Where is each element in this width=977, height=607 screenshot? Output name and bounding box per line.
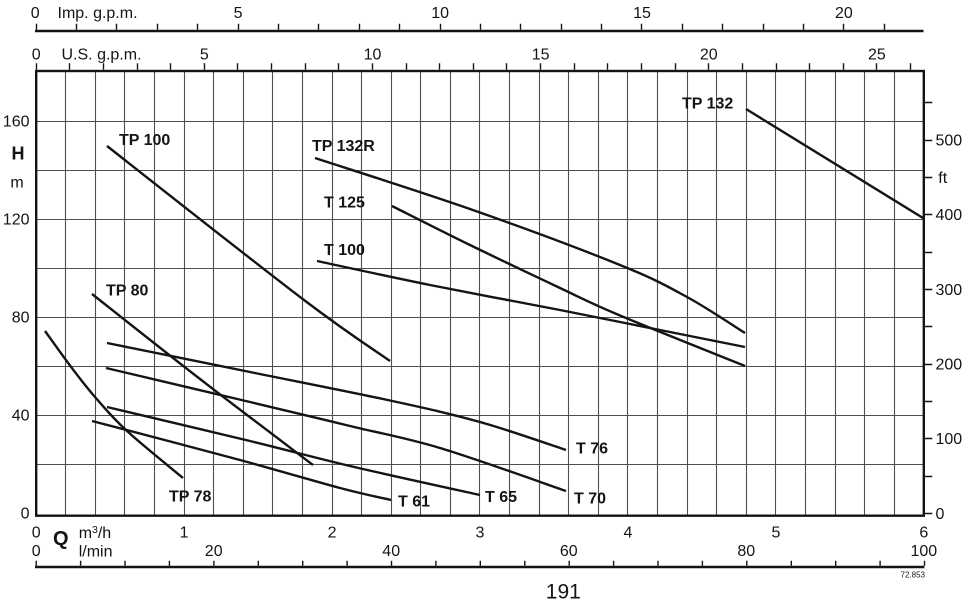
svg-text:10: 10 — [364, 47, 382, 64]
svg-text:T 61: T 61 — [398, 494, 430, 511]
svg-text:T 125: T 125 — [324, 195, 365, 212]
svg-text:m: m — [10, 175, 23, 192]
svg-text:5: 5 — [771, 524, 780, 541]
svg-text:100: 100 — [936, 431, 963, 448]
svg-text:25: 25 — [868, 47, 886, 64]
svg-text:U.S. g.p.m.: U.S. g.p.m. — [62, 47, 142, 64]
svg-text:TP 100: TP 100 — [119, 132, 170, 149]
svg-text:120: 120 — [3, 212, 30, 229]
svg-text:TP 132R: TP 132R — [312, 138, 375, 155]
svg-text:H: H — [12, 144, 25, 164]
svg-text:T 65: T 65 — [485, 489, 517, 506]
svg-text:15: 15 — [633, 5, 651, 22]
svg-text:80: 80 — [12, 310, 30, 327]
svg-text:191: 191 — [546, 581, 581, 604]
svg-text:80: 80 — [737, 543, 755, 560]
svg-text:20: 20 — [700, 47, 718, 64]
svg-text:l/min: l/min — [79, 543, 113, 560]
svg-text:0: 0 — [32, 47, 41, 64]
svg-text:60: 60 — [560, 543, 578, 560]
svg-text:160: 160 — [3, 114, 30, 131]
svg-text:500: 500 — [936, 132, 963, 149]
svg-text:1: 1 — [180, 524, 189, 541]
svg-text:0: 0 — [32, 524, 41, 541]
svg-text:m3/h: m3/h — [79, 524, 112, 542]
svg-text:72.853: 72.853 — [901, 571, 926, 580]
svg-text:100: 100 — [910, 543, 937, 560]
svg-text:ft: ft — [938, 170, 947, 187]
svg-text:0: 0 — [31, 5, 40, 22]
svg-text:TP 78: TP 78 — [169, 489, 212, 506]
svg-text:40: 40 — [12, 408, 30, 425]
svg-text:0: 0 — [21, 506, 30, 523]
svg-text:0: 0 — [936, 506, 945, 523]
svg-text:T 100: T 100 — [324, 242, 365, 259]
svg-text:Q: Q — [53, 528, 69, 550]
svg-text:TP 80: TP 80 — [106, 283, 149, 300]
svg-text:5: 5 — [200, 47, 209, 64]
svg-text:3: 3 — [476, 524, 485, 541]
svg-text:T 76: T 76 — [576, 441, 608, 458]
svg-text:T 70: T 70 — [574, 491, 606, 508]
svg-text:6: 6 — [919, 524, 928, 541]
svg-text:TP 132: TP 132 — [682, 96, 733, 113]
svg-text:10: 10 — [431, 5, 449, 22]
svg-text:300: 300 — [936, 282, 963, 299]
svg-text:40: 40 — [382, 543, 400, 560]
svg-text:200: 200 — [936, 356, 963, 373]
svg-text:4: 4 — [623, 524, 632, 541]
svg-text:400: 400 — [936, 207, 963, 224]
svg-text:20: 20 — [205, 543, 223, 560]
svg-text:5: 5 — [234, 5, 243, 22]
svg-text:20: 20 — [835, 5, 853, 22]
svg-text:2: 2 — [328, 524, 337, 541]
svg-text:Imp. g.p.m.: Imp. g.p.m. — [58, 5, 138, 22]
svg-text:0: 0 — [32, 543, 41, 560]
svg-text:15: 15 — [532, 47, 550, 64]
